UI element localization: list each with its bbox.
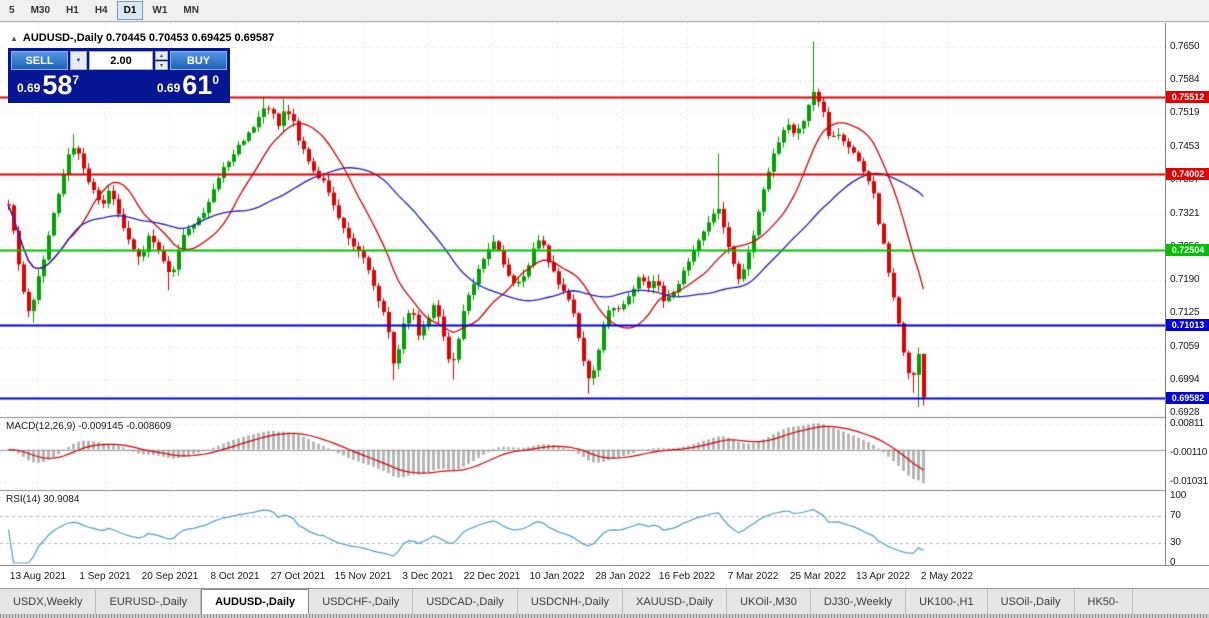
horizontal-scrollbar[interactable] <box>0 614 1209 618</box>
sell-price-sup: 7 <box>72 73 80 87</box>
chart-tab-eurusd-daily[interactable]: EURUSD-,Daily <box>96 589 202 614</box>
chart-title: ▲ AUDUSD-,Daily 0.70445 0.70453 0.69425 … <box>10 32 274 44</box>
price-axis[interactable]: 0.7650 0.7584 0.7519 0.7453 0.7387 0.7321 0.72… <box>1165 23 1209 568</box>
timeframe-m30[interactable]: M30 <box>30 5 51 16</box>
date-label: 28 Jan 2022 <box>595 571 651 582</box>
price-tick-label: 0.7650 <box>1170 41 1200 52</box>
chart-tab-bar: USDX,Weekly EURUSD-,Daily AUDUSD-,Daily USD… <box>0 588 1209 614</box>
price-tick-label: 0.6994 <box>1170 373 1200 385</box>
chart-tab-audusd-daily[interactable]: AUDUSD-,Daily <box>201 589 310 614</box>
one-click-trade-panel: SELL ▼ 2.00 ▲ ▼ BUY 0.69 58 7 0.69 61 <box>8 48 230 103</box>
price-tick-label: 0.7059 <box>1170 340 1200 352</box>
date-axis[interactable]: 13 Aug 2021 1 Sep 2021 20 Sep 2021 8 Oct 20… <box>0 565 1209 588</box>
price-tick-label: 0.7519 <box>1170 107 1200 119</box>
date-label: 10 Jan 2022 <box>529 571 585 582</box>
rsi-tick-label: 30 <box>1170 536 1181 548</box>
volume-dropdown-icon[interactable]: ▼ <box>70 51 87 70</box>
date-label: 15 Nov 2021 <box>334 571 392 582</box>
macd-label: MACD(12,26,9) -0.009145 -0.008609 <box>6 421 172 432</box>
date-label: 20 Sep 2021 <box>141 571 199 582</box>
buy-price-big: 61 <box>182 70 213 100</box>
spin-up-icon[interactable]: ▲ <box>155 51 168 60</box>
volume-input[interactable]: 2.00 <box>89 51 153 70</box>
date-label: 22 Dec 2021 <box>463 571 521 582</box>
chart-tab-usdchf-daily[interactable]: USDCHF-,Daily <box>309 589 414 614</box>
timeframe-toolbar: 5 M30 H1 H4 D1 W1 MN <box>0 0 1209 22</box>
price-tick-label: 0.6928 <box>1170 407 1200 418</box>
price-tick-label: 0.7190 <box>1170 274 1200 286</box>
price-tick-label: 0.7453 <box>1170 140 1200 152</box>
price-level-badge: 0.74002 <box>1166 167 1209 180</box>
timeframe-5[interactable]: 5 <box>9 5 15 16</box>
rsi-tick-label: 70 <box>1170 510 1181 522</box>
date-label: 25 Mar 2022 <box>789 571 847 582</box>
price-level-badge: 0.69582 <box>1166 391 1209 404</box>
date-label: 13 Apr 2022 <box>856 571 910 582</box>
spin-down-icon[interactable]: ▼ <box>155 61 168 70</box>
chart-tab-usoil-daily[interactable]: USOil-,Daily <box>988 589 1075 614</box>
price-level-badge: 0.71013 <box>1166 319 1209 332</box>
sell-price-display[interactable]: 0.69 58 7 <box>17 72 79 99</box>
chart-canvas[interactable] <box>0 23 1166 565</box>
chart-tab-usdx-weekly[interactable]: USDX,Weekly <box>0 589 97 614</box>
timeframe-mn[interactable]: MN <box>183 5 199 16</box>
sell-price-prefix: 0.69 <box>17 81 41 95</box>
chart-tab-uk100-h1[interactable]: UK100-,H1 <box>906 589 988 614</box>
chart-title-text: AUDUSD-,Daily 0.70445 0.70453 0.69425 0.… <box>22 32 275 44</box>
price-tick-label: 0.7584 <box>1170 74 1200 86</box>
buy-price-prefix: 0.69 <box>156 81 181 95</box>
price-tick-label: 0.7321 <box>1170 207 1200 219</box>
timeframe-h1[interactable]: H1 <box>66 5 79 16</box>
chart-tab-hk50-[interactable]: HK50- <box>1075 589 1133 614</box>
timeframe-w1[interactable]: W1 <box>152 5 168 16</box>
price-level-badge: 0.75512 <box>1166 91 1209 104</box>
date-label: 7 Mar 2022 <box>727 571 779 582</box>
buy-price-sup: 0 <box>212 73 219 87</box>
timeframe-h4[interactable]: H4 <box>94 5 108 16</box>
date-label: 27 Oct 2021 <box>270 571 326 582</box>
date-label: 8 Oct 2021 <box>210 571 260 582</box>
chart-window: ▲ AUDUSD-,Daily 0.70445 0.70453 0.69425 … <box>0 23 1209 618</box>
date-label: 3 Dec 2021 <box>402 571 454 582</box>
date-label: 2 May 2022 <box>920 571 974 582</box>
rsi-tick-label: 0 <box>1170 557 1176 568</box>
macd-tick-label: -0.01031 <box>1170 476 1208 487</box>
date-label: 1 Sep 2021 <box>79 571 131 582</box>
chart-tab-usdcnh-daily[interactable]: USDCNH-,Daily <box>518 589 624 614</box>
macd-tick-label: 0.00811 <box>1170 418 1205 429</box>
chart-tab-dj30-weekly[interactable]: DJ30-,Weekly <box>811 589 907 614</box>
date-label: 16 Feb 2022 <box>658 571 716 582</box>
macd-tick-label: -0.00110 <box>1170 447 1208 458</box>
sell-price-big: 58 <box>42 70 73 100</box>
chart-tab-usdcad-daily[interactable]: USDCAD-,Daily <box>413 589 518 614</box>
price-tick-label: 0.7387 <box>1170 174 1200 186</box>
price-tick-label: 0.7125 <box>1170 307 1200 319</box>
chart-tab-ukoil-m30[interactable]: UKOil-,M30 <box>727 589 811 614</box>
timeframe-d1[interactable]: D1 <box>116 1 144 20</box>
collapse-arrow-icon[interactable]: ▲ <box>10 33 18 43</box>
volume-spinner: ▲ ▼ <box>155 51 168 70</box>
buy-button[interactable]: BUY <box>170 51 227 70</box>
chart-tab-xauusd-daily[interactable]: XAUUSD-,Daily <box>623 589 728 614</box>
price-level-badge: 0.72504 <box>1166 243 1209 256</box>
rsi-label: RSI(14) 30.9084 <box>6 494 80 505</box>
buy-price-display[interactable]: 0.69 61 0 <box>157 72 219 99</box>
sell-button[interactable]: SELL <box>11 51 68 70</box>
rsi-tick-label: 100 <box>1170 490 1187 501</box>
date-label: 13 Aug 2021 <box>9 571 67 582</box>
